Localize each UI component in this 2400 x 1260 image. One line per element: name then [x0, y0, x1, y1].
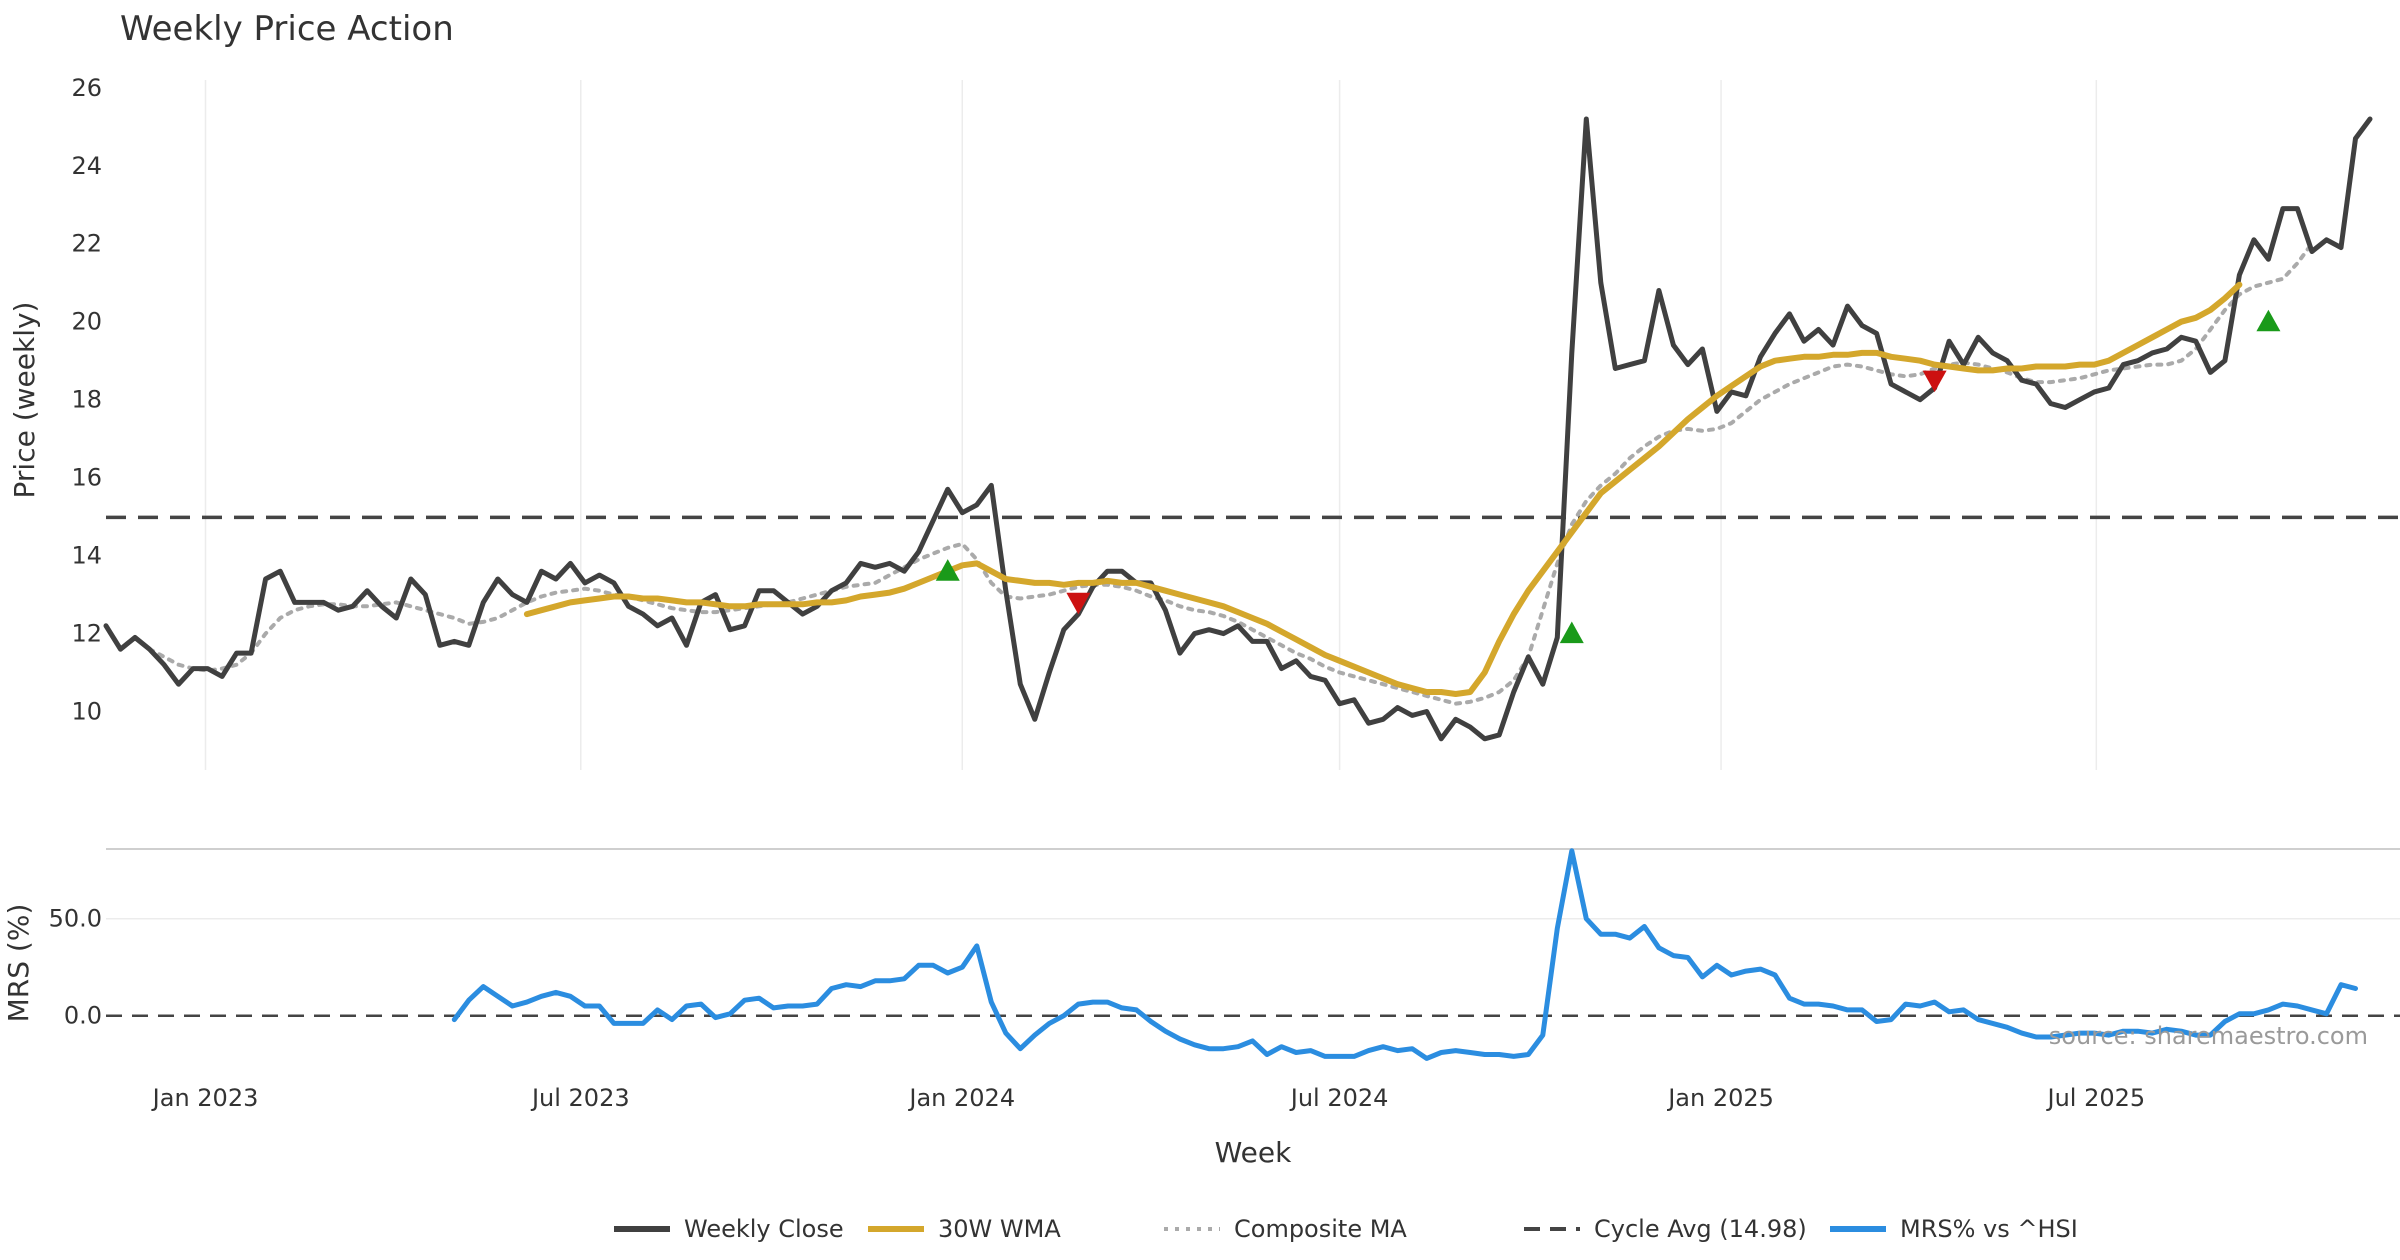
x-tick-label: Jul 2025: [2045, 1084, 2145, 1112]
mrs-panel: 0.0 50.0 MRS (%) source: sharemaestro.com: [2, 848, 2400, 1061]
x-tick-label: Jul 2024: [1289, 1084, 1389, 1112]
mrs-y-axis-ticks: 0.0 50.0: [49, 905, 102, 1030]
x-axis-label: Week: [1215, 1136, 1292, 1169]
x-tick-label: Jan 2025: [1666, 1084, 1774, 1112]
legend-label: 30W WMA: [938, 1215, 1061, 1243]
x-tick-label: Jan 2024: [907, 1084, 1015, 1112]
legend-item-30w-wma: 30W WMA: [868, 1215, 1061, 1243]
price-y-tick-label: 24: [71, 152, 102, 180]
legend-label: Weekly Close: [684, 1215, 844, 1243]
mrs-gridlines: [106, 917, 2400, 1017]
mrs-y-tick-label: 50.0: [49, 905, 102, 933]
mrs-y-axis-label: MRS (%): [2, 904, 35, 1023]
price-y-tick-label: 16: [71, 464, 102, 492]
price-y-tick-label: 10: [71, 698, 102, 726]
price-series: [103, 116, 2400, 742]
price-y-tick-label: 26: [71, 74, 102, 102]
legend-label: MRS% vs ^HSI: [1900, 1215, 2078, 1243]
series-30w-wma: [523, 281, 2243, 697]
legend: Weekly Close 30W WMA Composite MA Cycle Avg…: [614, 1215, 2078, 1243]
buy-signal-marker: [1559, 621, 1584, 644]
mrs-series: [451, 848, 2358, 1061]
price-y-axis-label: Price (weekly): [8, 302, 41, 499]
price-y-tick-label: 14: [71, 542, 102, 570]
signal-markers: [935, 309, 2281, 644]
legend-item-mrs-vs-hsi: MRS% vs ^HSI: [1830, 1215, 2078, 1243]
series-weekly-close: [103, 116, 2373, 742]
x-tick-label: Jul 2023: [530, 1084, 630, 1112]
chart-title: Weekly Price Action: [120, 9, 454, 49]
buy-signal-marker: [2256, 309, 2281, 332]
legend-item-composite-ma: Composite MA: [1164, 1215, 1407, 1243]
legend-label: Composite MA: [1234, 1215, 1407, 1243]
legend-label: Cycle Avg (14.98): [1594, 1215, 1807, 1243]
x-axis-ticks: Jan 2023 Jul 2023 Jan 2024 Jul 2024 Jan 2025…: [151, 1084, 2146, 1112]
price-y-tick-label: 12: [71, 620, 102, 648]
price-gridlines: [204, 80, 2098, 770]
sell-signal-marker: [1066, 592, 1091, 615]
buy-signal-marker: [935, 559, 960, 581]
price-y-tick-label: 22: [71, 230, 102, 258]
price-y-tick-label: 20: [71, 308, 102, 336]
mrs-y-tick-label: 0.0: [64, 1002, 102, 1030]
price-y-tick-label: 18: [71, 386, 102, 414]
price-y-axis-ticks: 10 12 14 16 18 20 22 24 26: [71, 74, 102, 726]
price-panel: 10 12 14 16 18 20 22 24 26 Price (weekly): [8, 74, 2400, 770]
sell-signal-marker: [1922, 370, 1947, 393]
legend-item-weekly-close: Weekly Close: [614, 1215, 844, 1243]
legend-item-cycle-avg-14-98: Cycle Avg (14.98): [1524, 1215, 1807, 1243]
source-note: source: sharemaestro.com: [2049, 1022, 2368, 1050]
x-tick-label: Jan 2023: [151, 1084, 259, 1112]
series-mrs-vs-hsi: [451, 848, 2358, 1061]
